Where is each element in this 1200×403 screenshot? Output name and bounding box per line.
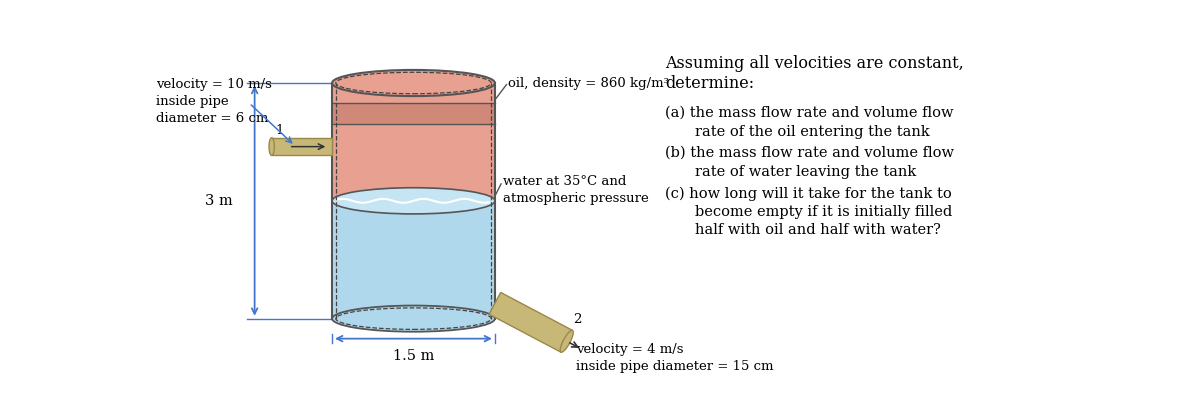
- Text: atmospheric pressure: atmospheric pressure: [503, 191, 648, 205]
- Text: 3 m: 3 m: [205, 194, 233, 208]
- Text: 1.5 m: 1.5 m: [392, 349, 434, 364]
- Text: become empty if it is initially filled: become empty if it is initially filled: [695, 205, 952, 219]
- Text: 1: 1: [276, 124, 284, 137]
- Bar: [271, 138, 332, 156]
- Text: half with oil and half with water?: half with oil and half with water?: [695, 223, 941, 237]
- Text: oil, density = 860 kg/m³: oil, density = 860 kg/m³: [508, 77, 668, 90]
- Text: 2: 2: [572, 313, 581, 326]
- Text: determine:: determine:: [665, 75, 755, 92]
- Bar: [332, 83, 494, 201]
- Bar: [332, 201, 494, 319]
- Text: rate of the oil entering the tank: rate of the oil entering the tank: [695, 125, 930, 139]
- Text: velocity = 4 m/s: velocity = 4 m/s: [576, 343, 684, 356]
- Text: inside pipe: inside pipe: [156, 95, 229, 108]
- Text: Assuming all velocities are constant,: Assuming all velocities are constant,: [665, 54, 964, 71]
- Ellipse shape: [332, 70, 494, 96]
- Text: rate of water leaving the tank: rate of water leaving the tank: [695, 165, 916, 179]
- Ellipse shape: [332, 188, 494, 214]
- Text: water at 35°C and: water at 35°C and: [503, 174, 626, 188]
- Text: diameter = 6 cm: diameter = 6 cm: [156, 112, 269, 125]
- Ellipse shape: [560, 330, 574, 352]
- Text: velocity = 10 m/s: velocity = 10 m/s: [156, 78, 272, 91]
- Polygon shape: [490, 293, 572, 352]
- Text: inside pipe diameter = 15 cm: inside pipe diameter = 15 cm: [576, 360, 774, 373]
- Ellipse shape: [332, 305, 494, 332]
- Ellipse shape: [269, 138, 275, 156]
- Bar: [332, 103, 494, 124]
- Text: (c) how long will it take for the tank to: (c) how long will it take for the tank t…: [665, 186, 952, 201]
- Text: (a) the mass flow rate and volume flow: (a) the mass flow rate and volume flow: [665, 106, 954, 120]
- Text: (b) the mass flow rate and volume flow: (b) the mass flow rate and volume flow: [665, 146, 954, 160]
